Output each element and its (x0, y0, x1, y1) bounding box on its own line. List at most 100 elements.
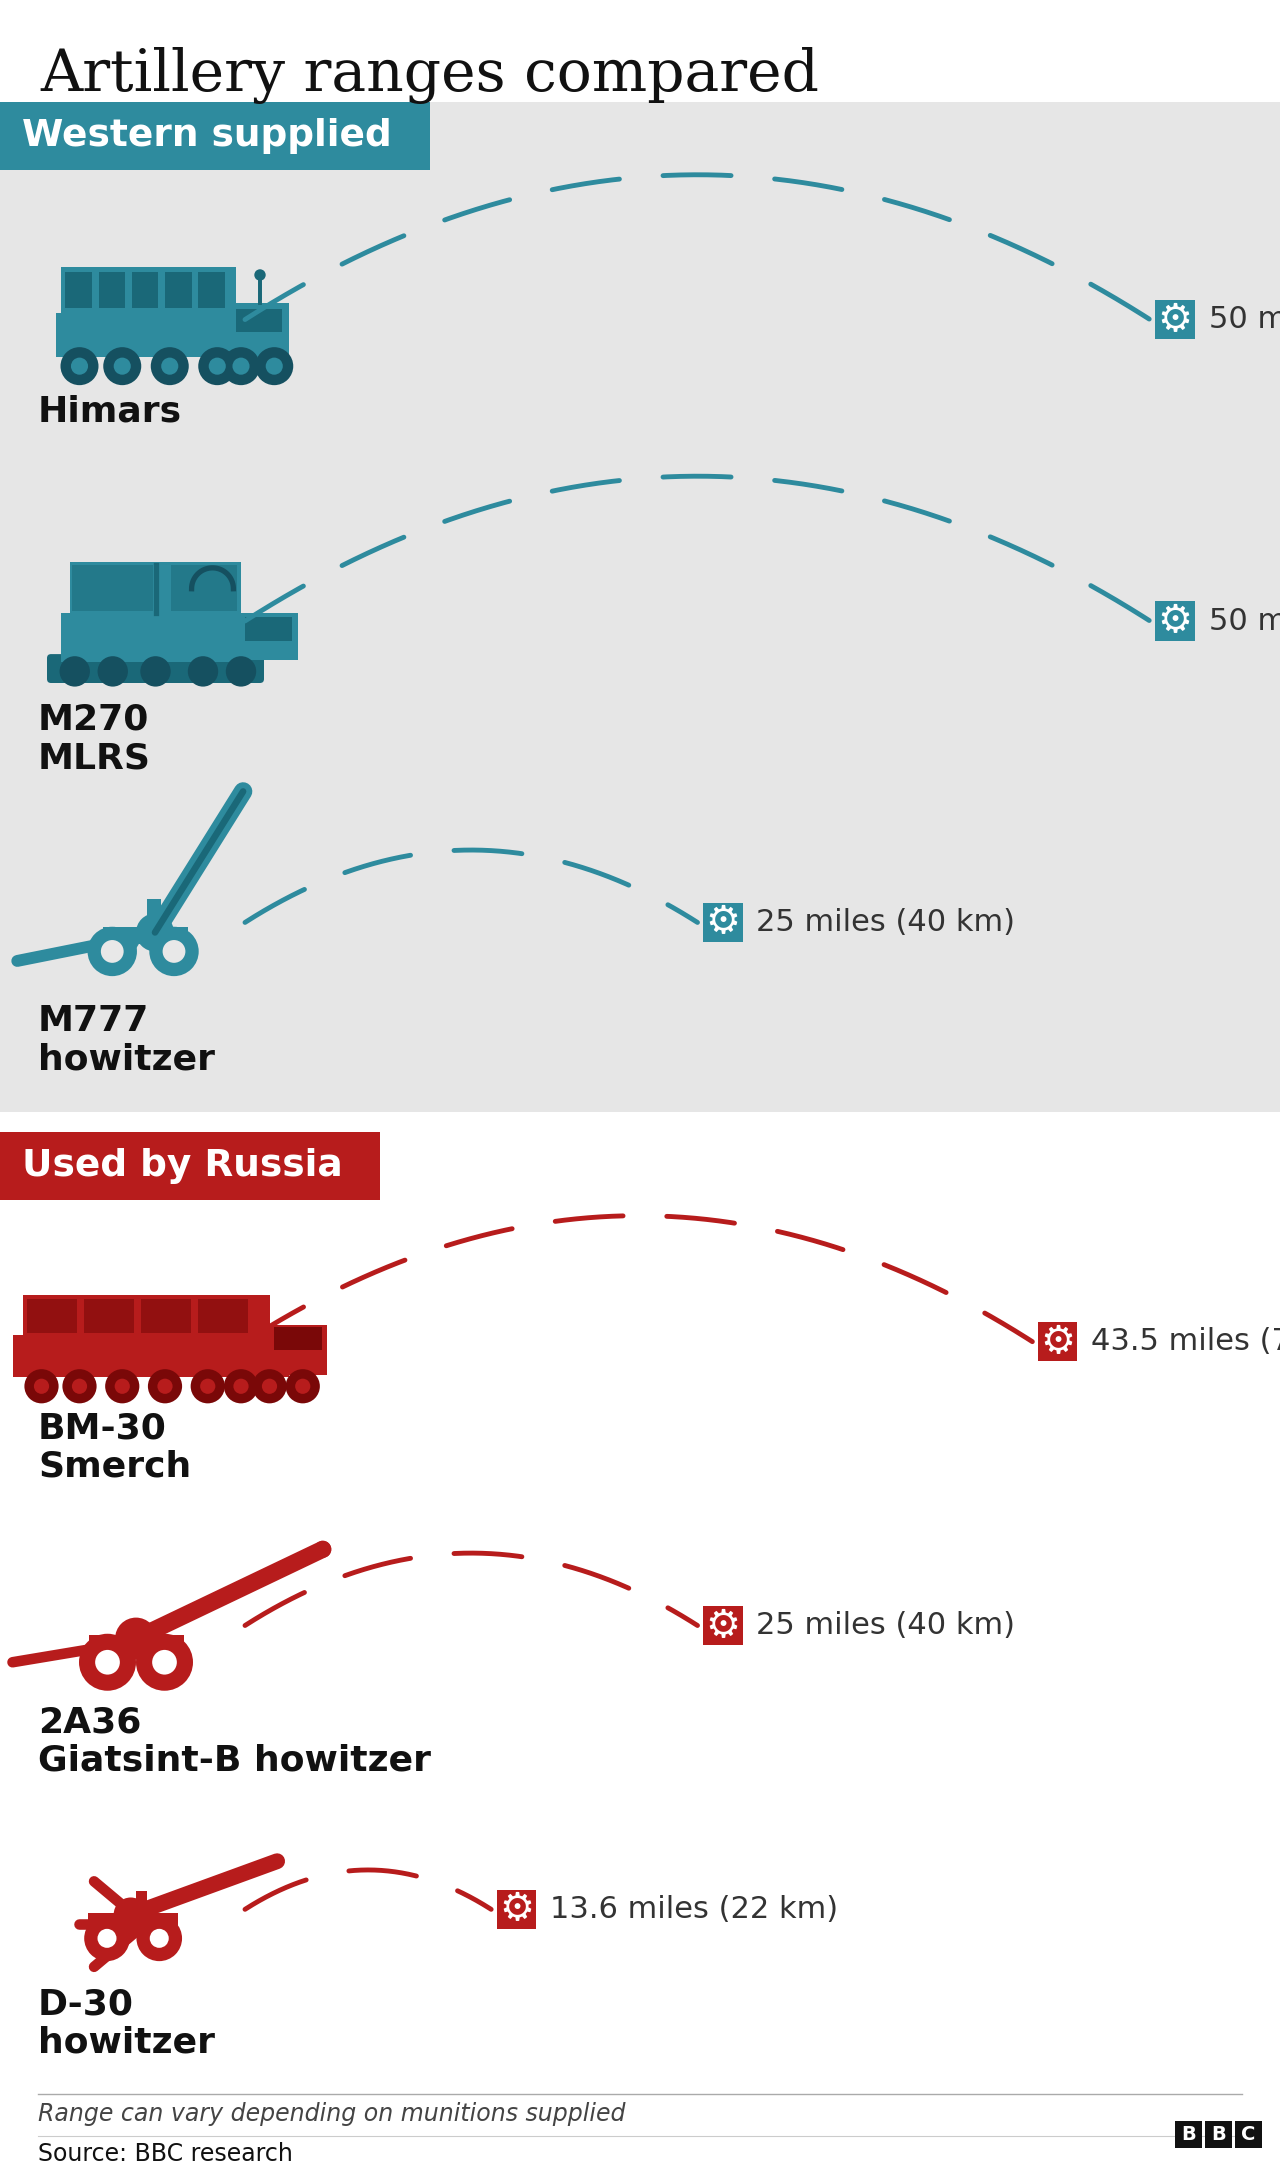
Circle shape (163, 940, 186, 962)
Text: Used by Russia: Used by Russia (22, 1149, 343, 1184)
Circle shape (97, 656, 128, 686)
Bar (27, 1299, 77, 1334)
Bar (136, 1892, 147, 1922)
Text: Himars: Himars (38, 395, 182, 428)
Circle shape (136, 914, 174, 951)
Bar (88, 1914, 178, 1933)
FancyBboxPatch shape (703, 904, 742, 943)
Circle shape (115, 1618, 157, 1659)
Text: M777
howitzer: M777 howitzer (38, 1003, 215, 1077)
Circle shape (63, 1368, 96, 1403)
Bar (165, 272, 192, 308)
Text: 43.5 miles (70 km): 43.5 miles (70 km) (1092, 1327, 1280, 1355)
FancyBboxPatch shape (1204, 2122, 1231, 2148)
Circle shape (161, 358, 178, 376)
Text: ⚙: ⚙ (705, 904, 740, 940)
Circle shape (150, 1929, 169, 1948)
Circle shape (285, 1368, 320, 1403)
Text: 13.6 miles (22 km): 13.6 miles (22 km) (550, 1894, 838, 1924)
Circle shape (84, 1916, 129, 1961)
Circle shape (105, 1368, 140, 1403)
Text: 50 miles (80 km): 50 miles (80 km) (1210, 304, 1280, 334)
Text: M270
MLRS: M270 MLRS (38, 704, 151, 775)
Circle shape (198, 348, 237, 384)
Bar (241, 613, 298, 660)
Circle shape (225, 656, 256, 686)
FancyBboxPatch shape (1156, 300, 1196, 339)
Text: ⚙: ⚙ (1157, 602, 1193, 641)
Text: Source: BBC research: Source: BBC research (38, 2142, 293, 2165)
Text: BM-30
Smerch: BM-30 Smerch (38, 1412, 191, 1483)
Circle shape (151, 348, 188, 384)
Circle shape (97, 1929, 116, 1948)
Bar (274, 1327, 321, 1351)
FancyBboxPatch shape (703, 1605, 742, 1646)
Circle shape (60, 656, 90, 686)
Bar (141, 1299, 191, 1334)
Circle shape (233, 1379, 248, 1394)
Circle shape (252, 1368, 287, 1403)
Bar (56, 313, 246, 356)
Text: ⚙: ⚙ (705, 1607, 740, 1644)
Text: ⚙: ⚙ (499, 1890, 534, 1929)
Circle shape (24, 1368, 59, 1403)
Text: ⚙: ⚙ (1157, 300, 1193, 339)
Circle shape (136, 1633, 193, 1690)
Circle shape (157, 1379, 173, 1394)
Circle shape (262, 1379, 276, 1394)
Circle shape (33, 1379, 49, 1394)
Circle shape (148, 1368, 182, 1403)
Circle shape (233, 358, 250, 376)
Bar (0, 102, 1280, 1112)
Circle shape (255, 348, 293, 384)
Bar (72, 565, 152, 610)
Circle shape (152, 1651, 177, 1675)
Circle shape (70, 358, 88, 376)
Circle shape (296, 1379, 310, 1394)
Text: D-30
howitzer: D-30 howitzer (38, 1987, 215, 2059)
Text: ⚙: ⚙ (1041, 1323, 1075, 1360)
Circle shape (255, 269, 266, 280)
Bar (13, 1336, 288, 1377)
Circle shape (200, 1379, 215, 1394)
FancyBboxPatch shape (1175, 2122, 1202, 2148)
Bar (0, 1132, 1280, 2087)
Bar (132, 272, 159, 308)
Bar (88, 1636, 183, 1655)
Bar (70, 563, 241, 615)
Circle shape (221, 348, 260, 384)
Bar (198, 1299, 247, 1334)
Circle shape (79, 1633, 136, 1690)
Circle shape (115, 1379, 129, 1394)
Circle shape (87, 927, 137, 975)
Text: Range can vary depending on munitions supplied: Range can vary depending on munitions su… (38, 2102, 626, 2126)
Circle shape (266, 358, 283, 376)
Text: Artillery ranges compared: Artillery ranges compared (40, 48, 819, 104)
FancyBboxPatch shape (1235, 2122, 1262, 2148)
Circle shape (209, 358, 225, 376)
Circle shape (150, 927, 198, 975)
Bar (0, 102, 430, 169)
Text: B: B (1181, 2124, 1196, 2144)
Text: 25 miles (40 km): 25 miles (40 km) (756, 908, 1015, 936)
Bar (23, 1295, 270, 1336)
Circle shape (114, 358, 131, 376)
FancyBboxPatch shape (497, 1890, 536, 1929)
Text: Western supplied: Western supplied (22, 117, 392, 154)
Bar (270, 1325, 326, 1375)
Text: 2A36
Giatsint-B howitzer: 2A36 Giatsint-B howitzer (38, 1705, 431, 1777)
Bar (60, 613, 251, 662)
Circle shape (141, 656, 170, 686)
FancyBboxPatch shape (1156, 602, 1196, 641)
Bar (170, 565, 237, 610)
Bar (232, 304, 288, 356)
Bar (65, 272, 92, 308)
Circle shape (188, 656, 218, 686)
Circle shape (191, 1368, 225, 1403)
FancyBboxPatch shape (47, 654, 264, 682)
Bar (102, 927, 188, 945)
Circle shape (60, 348, 99, 384)
FancyBboxPatch shape (1038, 1323, 1078, 1362)
Text: C: C (1242, 2124, 1256, 2144)
Bar (244, 617, 292, 641)
